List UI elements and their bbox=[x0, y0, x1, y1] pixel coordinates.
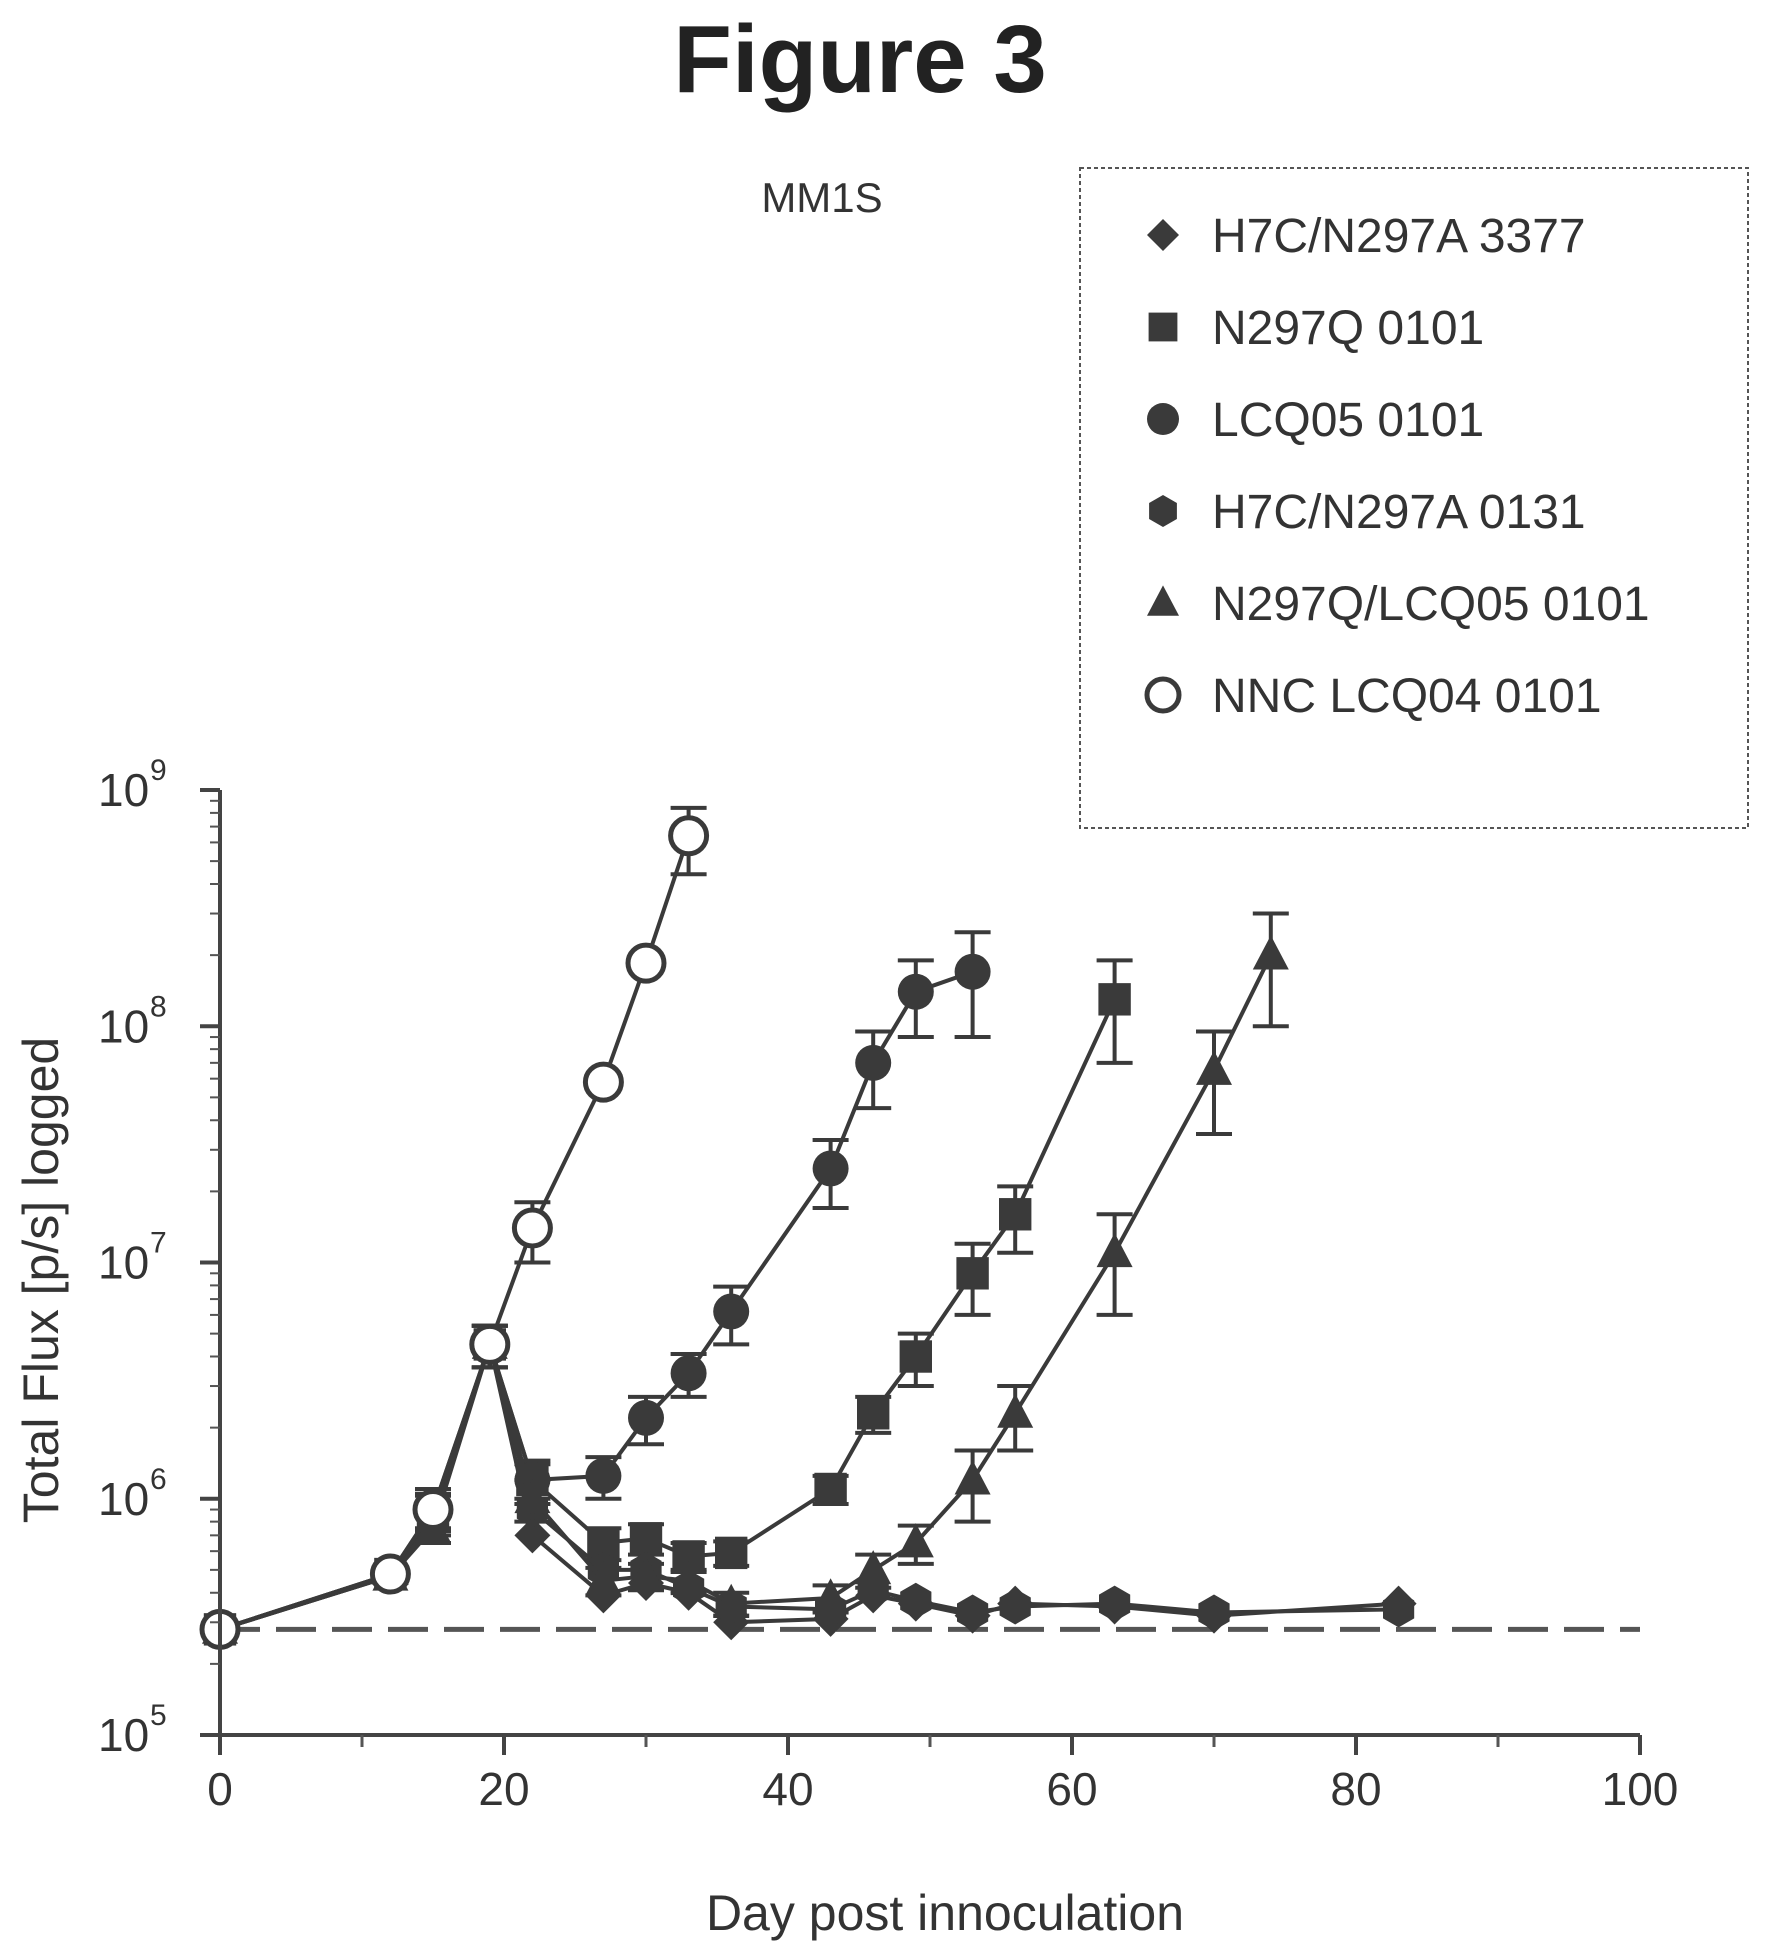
data-point bbox=[514, 1478, 551, 1514]
x-tick-label: 40 bbox=[762, 1763, 813, 1815]
data-point bbox=[812, 1150, 849, 1187]
series-4 bbox=[202, 911, 1289, 1644]
data-point bbox=[469, 1323, 511, 1365]
data-point bbox=[1196, 1050, 1232, 1085]
data-point bbox=[899, 1340, 932, 1373]
data-point bbox=[999, 1588, 1031, 1625]
series-group bbox=[199, 805, 1417, 1650]
legend-box bbox=[1079, 167, 1749, 829]
x-ticks: 0 20 40 60 80 100 bbox=[207, 1735, 1678, 1815]
data-point bbox=[585, 1457, 622, 1494]
legend-label: N297Q 0101 bbox=[1212, 302, 1484, 355]
data-point bbox=[668, 815, 710, 857]
legend-label: LCQ05 0101 bbox=[1212, 394, 1484, 447]
y-tick-label: 10 bbox=[98, 1709, 149, 1761]
y-tick-exponent: 9 bbox=[150, 754, 167, 787]
legend-label: N297Q/LCQ05 0101 bbox=[1212, 578, 1650, 631]
legend: H7C/N297A 3377 N297Q 0101 LCQ05 0101 H7C/N2… bbox=[1079, 167, 1749, 829]
data-point bbox=[814, 1472, 847, 1506]
x-tick-label: 60 bbox=[1046, 1763, 1097, 1815]
legend-marker bbox=[1144, 676, 1182, 714]
data-point bbox=[625, 942, 667, 984]
data-point bbox=[715, 1536, 748, 1570]
legend-marker bbox=[1148, 312, 1178, 342]
data-point bbox=[1252, 935, 1289, 970]
legend-marker bbox=[1147, 403, 1179, 435]
y-tick-exponent: 5 bbox=[150, 1699, 167, 1732]
data-point bbox=[956, 1257, 989, 1290]
data-point bbox=[897, 1523, 934, 1558]
data-point bbox=[670, 1560, 707, 1596]
data-point bbox=[585, 1560, 622, 1596]
data-point bbox=[514, 1517, 551, 1554]
y-tick-exponent: 8 bbox=[150, 990, 167, 1023]
x-tick-label: 20 bbox=[478, 1763, 529, 1815]
data-point bbox=[954, 953, 991, 990]
y-tick-label: 10 bbox=[98, 1473, 149, 1525]
data-point bbox=[628, 1556, 664, 1591]
y-axis-label: Total Flux [p/s] logged bbox=[13, 1037, 69, 1523]
data-point bbox=[670, 1355, 707, 1392]
data-point bbox=[1198, 1594, 1230, 1631]
data-point bbox=[1096, 1232, 1133, 1268]
y-tick-label: 10 bbox=[98, 1237, 149, 1289]
data-point bbox=[1383, 1591, 1415, 1628]
y-tick-label: 10 bbox=[98, 1000, 149, 1052]
legend-marker bbox=[1149, 495, 1177, 527]
chart-title: MM1S bbox=[761, 174, 882, 221]
data-point bbox=[369, 1553, 411, 1595]
data-point bbox=[999, 1198, 1032, 1231]
data-point bbox=[855, 1550, 892, 1585]
x-tick-label: 80 bbox=[1330, 1763, 1381, 1815]
data-point bbox=[954, 1460, 991, 1495]
legend-label: NNC LCQ04 0101 bbox=[1212, 670, 1602, 723]
x-tick-label: 100 bbox=[1602, 1763, 1679, 1815]
data-point bbox=[582, 1061, 624, 1103]
y-tick-label: 10 bbox=[98, 764, 149, 816]
data-point bbox=[511, 1207, 553, 1249]
y-tick-exponent: 6 bbox=[150, 1463, 167, 1496]
data-point bbox=[857, 1397, 890, 1430]
figure-title: Figure 3 bbox=[673, 6, 1046, 113]
data-point bbox=[957, 1594, 989, 1631]
data-point bbox=[412, 1489, 454, 1531]
legend-marker bbox=[1147, 219, 1179, 251]
data-point bbox=[812, 1578, 849, 1613]
data-point bbox=[855, 1044, 892, 1081]
legend-label: H7C/N297A 3377 bbox=[1212, 210, 1586, 263]
legend-label: H7C/N297A 0131 bbox=[1212, 486, 1586, 539]
data-point bbox=[1099, 1585, 1131, 1622]
data-point bbox=[897, 973, 934, 1010]
series-line bbox=[219, 835, 691, 1632]
x-tick-label: 0 bbox=[207, 1763, 233, 1815]
series-5 bbox=[199, 805, 710, 1650]
data-point bbox=[629, 1522, 663, 1555]
data-point bbox=[713, 1293, 750, 1330]
data-point bbox=[628, 1399, 664, 1436]
data-point bbox=[1098, 983, 1131, 1016]
x-axis-label: Day post innoculation bbox=[706, 1885, 1184, 1941]
data-point bbox=[997, 1393, 1034, 1428]
series-1 bbox=[203, 958, 1133, 1646]
legend-marker bbox=[1147, 585, 1179, 616]
y-tick-exponent: 7 bbox=[150, 1227, 167, 1260]
data-point bbox=[713, 1583, 750, 1618]
data-point bbox=[900, 1582, 932, 1619]
